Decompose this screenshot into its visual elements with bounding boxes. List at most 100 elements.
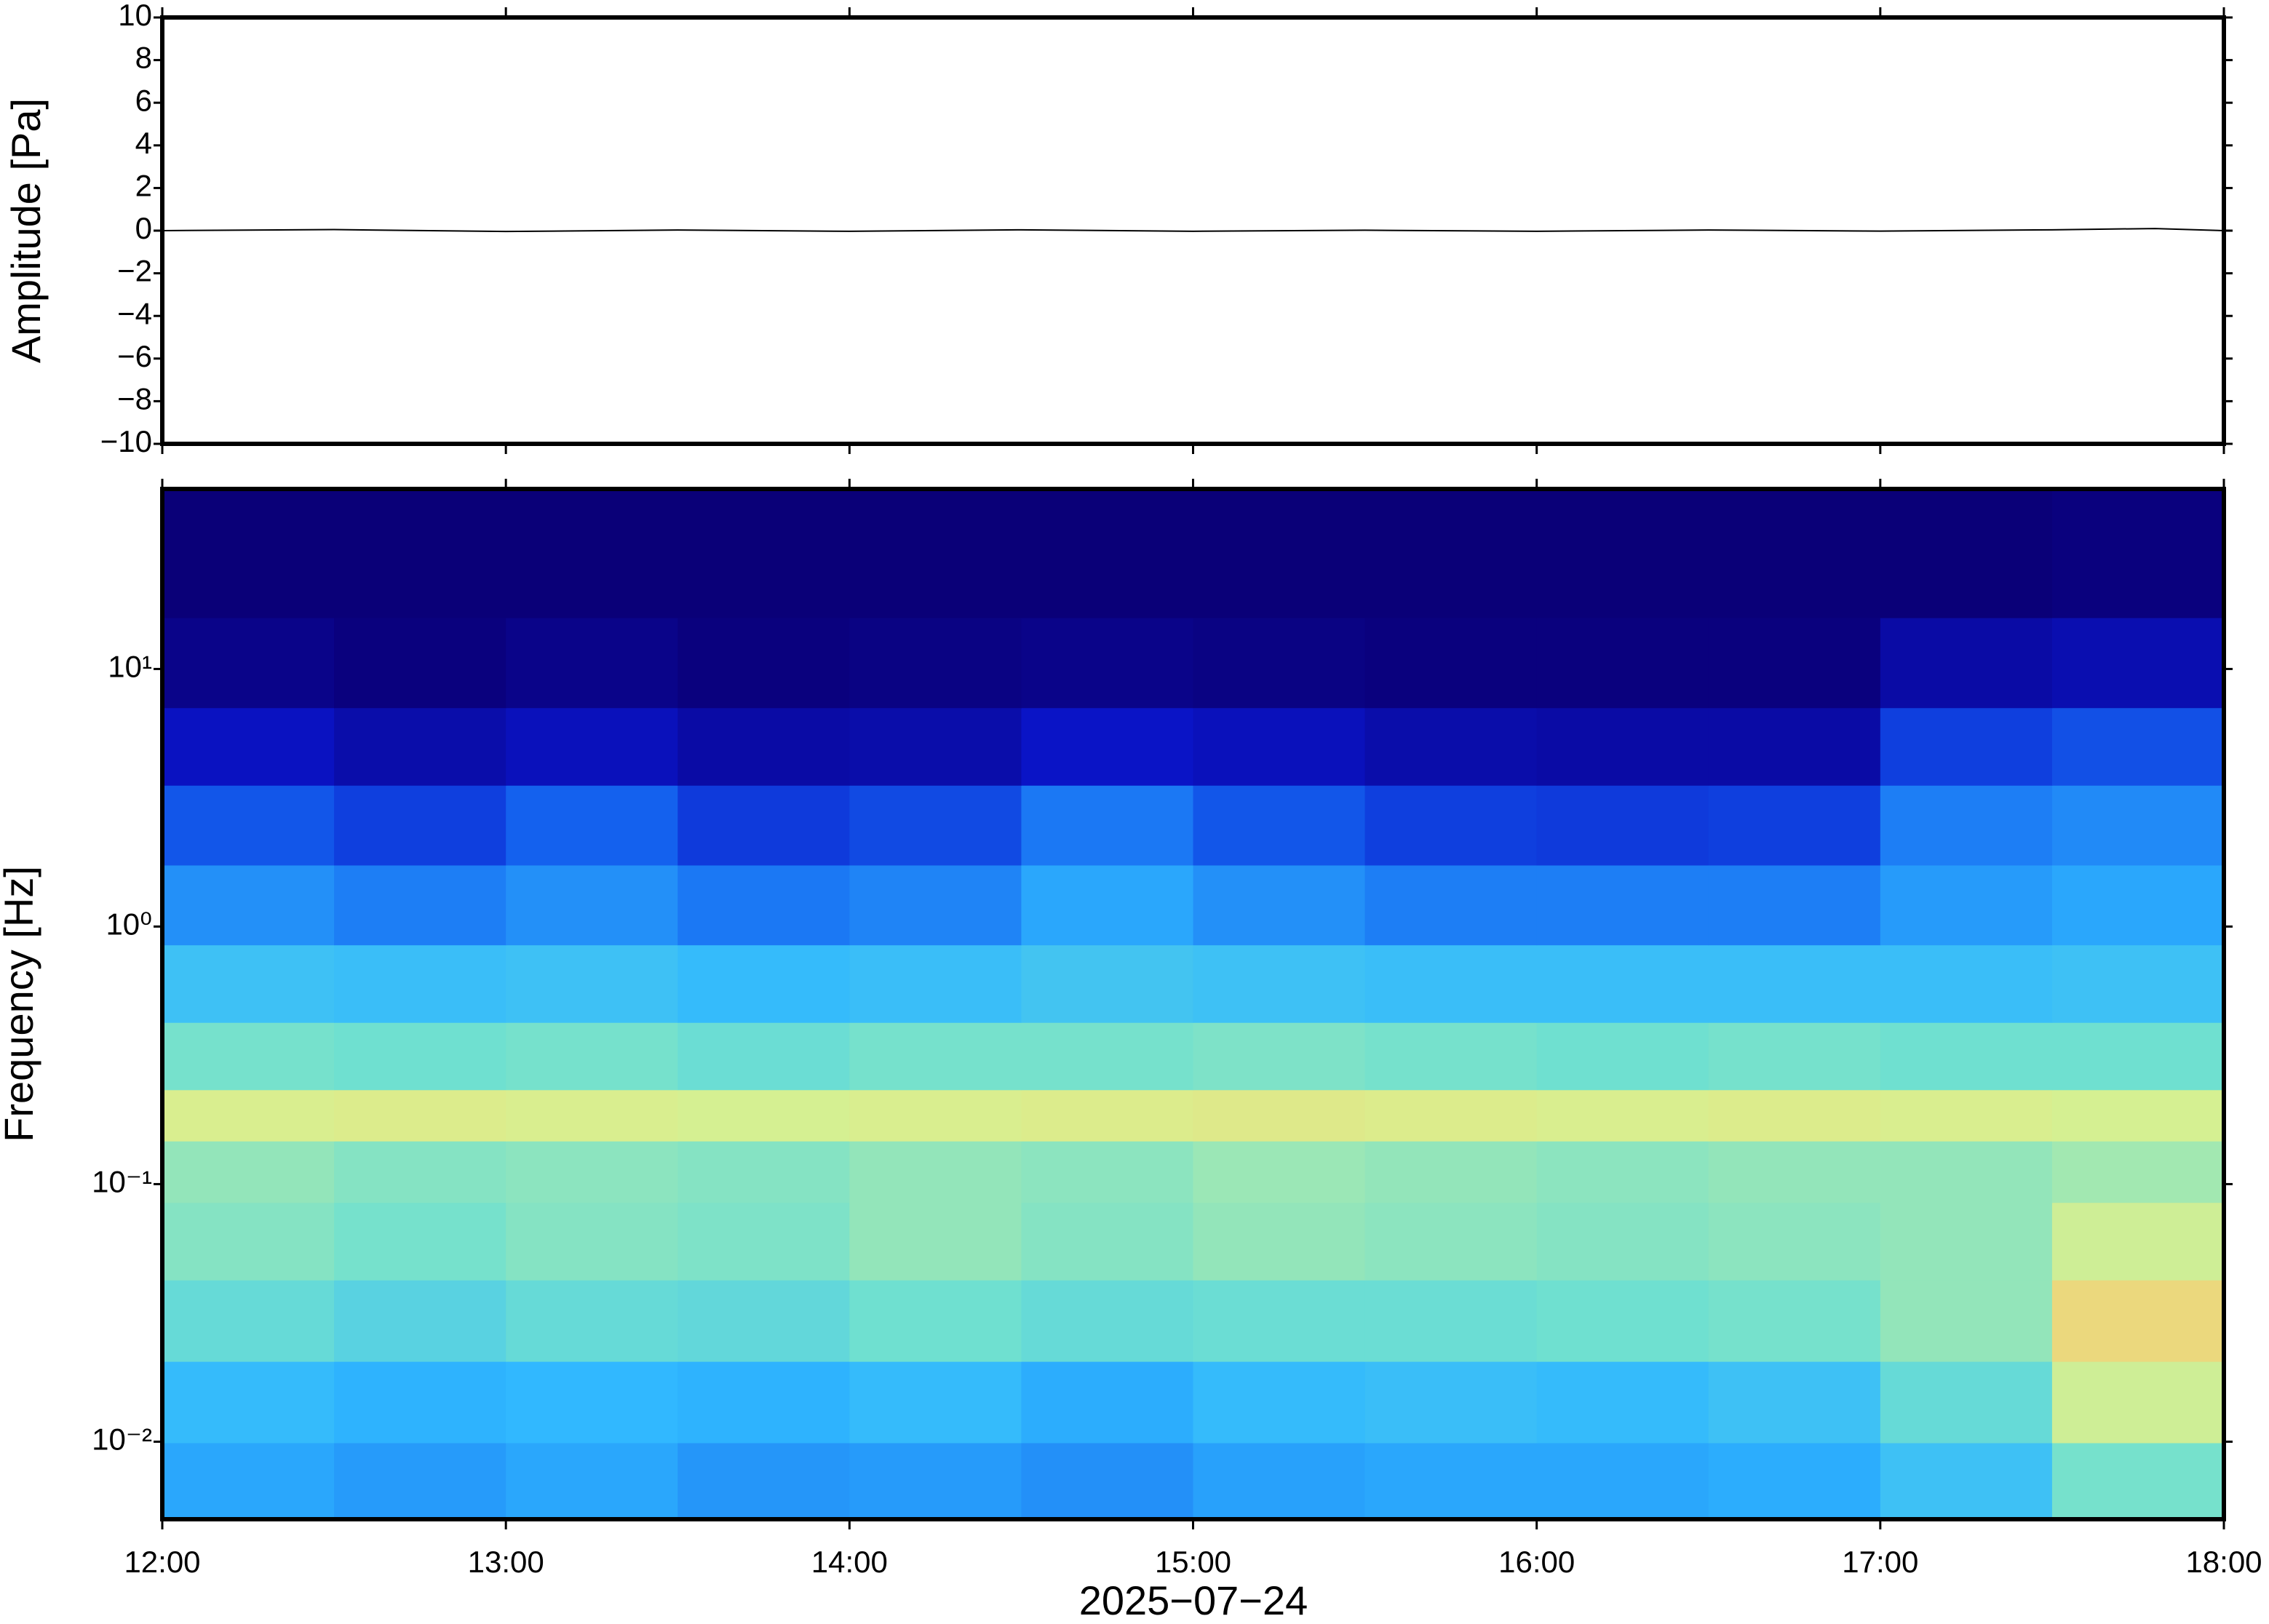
cell — [1021, 944, 1193, 1023]
cell — [1536, 785, 1709, 866]
cell — [162, 864, 335, 946]
cell — [677, 864, 850, 946]
y-tick-label: 6 — [135, 83, 152, 117]
cell — [334, 707, 506, 786]
cell — [334, 1280, 506, 1362]
cell — [334, 1202, 506, 1281]
y-tick-label: 4 — [135, 126, 152, 160]
cell — [1880, 618, 2053, 709]
cell — [1536, 1280, 1709, 1362]
cell — [849, 618, 1022, 709]
cell — [1364, 1361, 1538, 1444]
cell — [506, 1022, 678, 1091]
cell — [162, 944, 335, 1023]
frame — [160, 487, 2226, 1521]
cell — [1364, 618, 1538, 709]
cell — [506, 944, 678, 1023]
x-axis-label: 2025−07−24 — [1079, 1577, 1308, 1623]
y-tick-label: 10¹ — [108, 650, 152, 684]
cell — [334, 785, 506, 866]
cell — [1021, 1202, 1193, 1281]
cell — [1364, 707, 1538, 786]
cell — [1021, 489, 1193, 618]
cell — [1708, 864, 1881, 946]
cell — [1536, 864, 1709, 946]
cell — [849, 1280, 1022, 1362]
cell — [1193, 864, 1366, 946]
cell — [1536, 1141, 1709, 1203]
cell — [506, 618, 678, 709]
cell — [2051, 1089, 2225, 1142]
cell — [677, 944, 850, 1023]
cell — [677, 1442, 850, 1520]
y-tick-label: 2 — [135, 168, 152, 202]
cell — [677, 618, 850, 709]
cell — [1021, 707, 1193, 786]
cell — [2051, 1141, 2225, 1203]
cell — [506, 489, 678, 618]
y-tick-label: 10 — [118, 0, 152, 32]
cell — [1364, 864, 1538, 946]
cell — [1193, 489, 1366, 618]
cell — [1193, 1089, 1366, 1142]
y-tick-label: −8 — [117, 381, 152, 415]
cell — [1193, 618, 1366, 709]
cell — [162, 1280, 335, 1362]
cell — [1880, 1280, 2053, 1362]
cell — [1708, 1361, 1881, 1444]
cell — [677, 1202, 850, 1281]
cell — [1364, 489, 1538, 618]
waveform — [162, 228, 2225, 233]
cell — [334, 1141, 506, 1203]
y-tick-label: −6 — [117, 339, 152, 373]
x-tick-label: 12:00 — [124, 1545, 200, 1579]
cell — [1364, 1442, 1538, 1520]
cell — [849, 1141, 1022, 1203]
cell — [162, 1202, 335, 1281]
cell — [1880, 707, 2053, 786]
cell — [1708, 785, 1881, 866]
cell — [1193, 785, 1366, 866]
cell — [506, 1442, 678, 1520]
cell — [2051, 618, 2225, 709]
cell — [2051, 1202, 2225, 1281]
cell — [1880, 1442, 2053, 1520]
cell — [1708, 1089, 1881, 1142]
y-axis-label: Frequency [Hz] — [0, 866, 41, 1142]
cell — [1193, 1141, 1366, 1203]
cell — [2051, 489, 2225, 618]
cell — [677, 785, 850, 866]
cell — [1708, 489, 1881, 618]
y-tick-label: 0 — [135, 211, 152, 245]
cell — [1880, 1089, 2053, 1142]
cell — [1021, 1141, 1193, 1203]
cell — [1193, 707, 1366, 786]
cell — [1536, 1022, 1709, 1091]
cell — [1193, 1202, 1366, 1281]
cell — [334, 618, 506, 709]
cell — [506, 1089, 678, 1142]
cell — [1364, 944, 1538, 1023]
cell — [849, 1361, 1022, 1444]
cell — [334, 1442, 506, 1520]
cell — [1880, 1141, 2053, 1203]
cell — [1021, 785, 1193, 866]
cell — [1364, 1141, 1538, 1203]
cell — [506, 1280, 678, 1362]
cell — [1708, 1022, 1881, 1091]
cell — [1708, 618, 1881, 709]
cell — [849, 785, 1022, 866]
x-tick-label: 17:00 — [1842, 1545, 1918, 1579]
cell — [162, 785, 335, 866]
cell — [1364, 1202, 1538, 1281]
y-tick-label: 10⁰ — [106, 907, 152, 942]
cell — [1364, 1022, 1538, 1091]
cell — [1880, 864, 2053, 946]
cell — [2051, 1442, 2225, 1520]
cell — [677, 707, 850, 786]
cell — [1536, 618, 1709, 709]
x-tick-label: 18:00 — [2185, 1545, 2262, 1579]
cell — [677, 1280, 850, 1362]
cell — [1880, 1361, 2053, 1444]
cell — [334, 864, 506, 946]
